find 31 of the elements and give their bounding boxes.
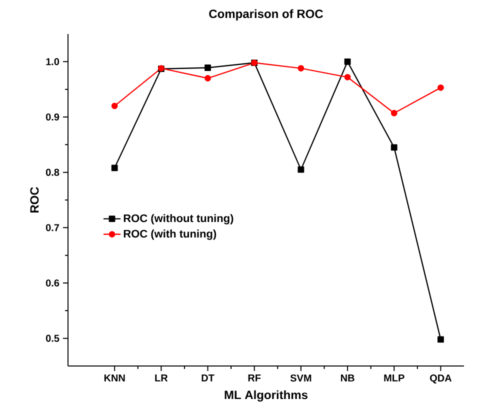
y-tick-label: 0.9 bbox=[46, 113, 60, 121]
point bbox=[438, 336, 444, 343]
x-tick-label: LR bbox=[155, 374, 168, 382]
x-tick-label: SVM bbox=[290, 374, 312, 382]
point bbox=[111, 164, 118, 172]
point bbox=[438, 84, 444, 91]
x-tick-label: RF bbox=[248, 374, 261, 382]
point bbox=[344, 58, 351, 65]
point bbox=[204, 75, 211, 82]
x-tick-label: NB bbox=[340, 374, 354, 382]
point bbox=[298, 65, 304, 72]
x-tick-label: QDA bbox=[430, 374, 452, 384]
point bbox=[344, 74, 351, 80]
y-tick-label: 0.5 bbox=[46, 334, 60, 342]
legend-label: ROC (without tuning) bbox=[124, 214, 234, 224]
chart-title: Comparison of ROC bbox=[209, 9, 324, 20]
point bbox=[111, 102, 118, 110]
point bbox=[204, 64, 211, 71]
y-tick-label: 0.8 bbox=[46, 168, 60, 176]
point bbox=[390, 110, 398, 116]
x-axis-title: ML Algorithms bbox=[224, 390, 308, 402]
y-tick-label: 1.0 bbox=[46, 58, 60, 66]
legend-label: ROC (with tuning) bbox=[124, 230, 216, 240]
point bbox=[298, 166, 304, 173]
x-tick-label: MLP bbox=[384, 374, 404, 382]
x-tick-label: DT bbox=[202, 374, 214, 382]
y-axis-title: ROC bbox=[30, 186, 39, 213]
point bbox=[390, 144, 398, 151]
y-tick-label: 0.6 bbox=[46, 279, 60, 287]
y-tick-label: 0.7 bbox=[46, 224, 60, 232]
x-tick-label: KNN bbox=[104, 374, 125, 382]
